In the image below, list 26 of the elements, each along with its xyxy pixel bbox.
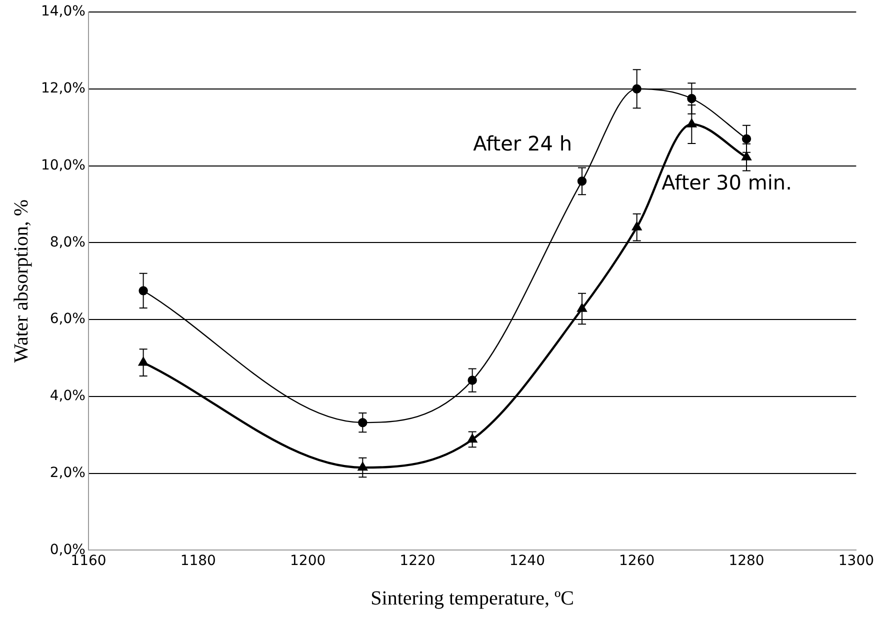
point (138, 358, 148, 366)
x-tick-label: 1200 (290, 553, 326, 570)
y-axis-title: Water absorption, % (10, 199, 32, 363)
point (358, 462, 368, 471)
point (742, 152, 752, 160)
x-tick-label: 1300 (838, 553, 874, 570)
x-tick-label: 1160 (70, 553, 106, 570)
y-tick-label: 8,0% (50, 234, 86, 250)
series-label: After 30 min. (662, 170, 792, 194)
y-tick-label: 2,0% (50, 464, 86, 481)
y-tick-label: 14,0% (40, 4, 86, 20)
point (468, 434, 477, 443)
x-tick-label: 1240 (509, 553, 545, 570)
y-tick-label: 6,0% (50, 311, 86, 328)
x-tick-label: 1180 (180, 553, 216, 570)
point (632, 222, 642, 230)
x-axis-title: Sintering temperature, ºC (370, 587, 574, 610)
x-tick-label: 1220 (400, 553, 436, 570)
point (577, 304, 587, 312)
y-tick-label: 4,0% (50, 388, 86, 404)
x-tick-label: 1280 (728, 553, 764, 570)
series-label: After 24 h (473, 131, 572, 156)
y-tick-label: 10,0% (40, 157, 86, 174)
y-tick-label: 12,0% (40, 80, 86, 97)
x-tick-label: 1260 (619, 553, 655, 570)
point (687, 119, 696, 128)
